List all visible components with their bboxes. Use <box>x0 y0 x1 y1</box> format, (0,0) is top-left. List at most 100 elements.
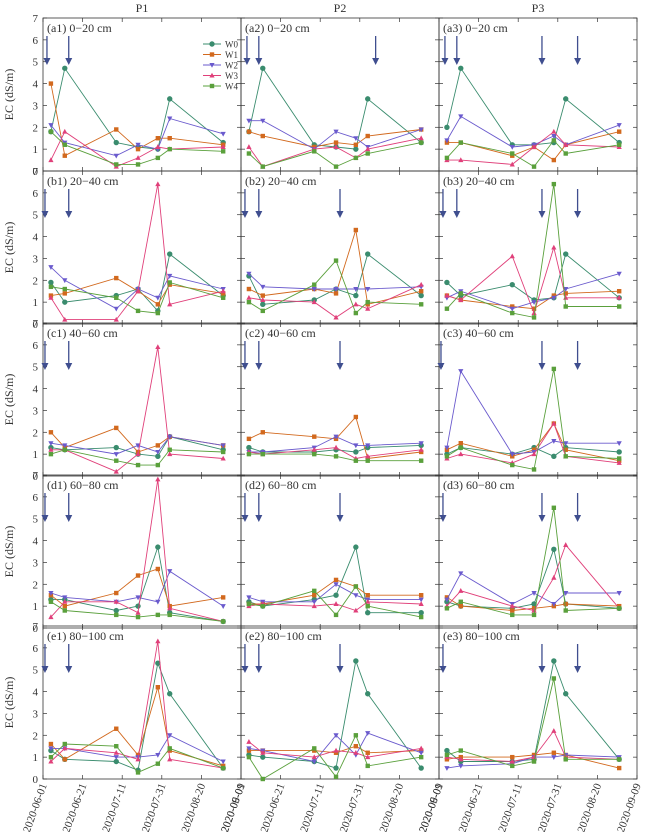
panel-frame <box>438 474 638 629</box>
data-point-w2 <box>353 287 359 292</box>
data-point-w0 <box>62 299 68 305</box>
legend-marker-w2 <box>209 63 215 68</box>
data-point-w3 <box>509 758 515 764</box>
y-tick-label: 5 <box>33 210 39 222</box>
arrow-head <box>336 363 344 370</box>
data-point-w0 <box>551 546 557 553</box>
arrow-head <box>336 666 344 673</box>
data-point-w3 <box>311 603 317 609</box>
arrow-head <box>574 515 582 522</box>
data-point-w4 <box>563 151 568 156</box>
data-point-w4 <box>135 614 141 620</box>
data-point-w4 <box>48 284 54 290</box>
data-point-w2 <box>135 142 141 148</box>
data-point-w4 <box>353 733 359 738</box>
data-point-w1 <box>260 133 265 139</box>
y-tick-label: 7 <box>33 13 39 25</box>
data-point-w3 <box>418 446 424 452</box>
data-point-w3 <box>333 747 339 753</box>
data-point-w4 <box>62 741 67 747</box>
arrow-head <box>241 363 249 370</box>
series-line-w1 <box>50 427 224 453</box>
panel-label: (b2) 20−40 cm <box>245 174 317 188</box>
data-point-w4 <box>246 754 252 760</box>
data-point-w1 <box>48 430 54 435</box>
data-point-w4 <box>167 746 172 751</box>
data-point-w2 <box>113 755 119 760</box>
data-point-w1 <box>510 608 515 613</box>
data-point-w3 <box>135 609 141 615</box>
data-point-w4 <box>458 748 463 753</box>
data-point-w1 <box>418 449 424 455</box>
data-point-w4 <box>48 451 54 457</box>
data-point-w4 <box>135 162 141 167</box>
data-point-w1 <box>551 157 557 163</box>
data-point-w2 <box>616 441 622 447</box>
data-point-w2 <box>509 452 515 457</box>
series-line-w0 <box>50 546 224 622</box>
data-point-w0 <box>365 610 371 616</box>
arrow-head <box>538 211 546 218</box>
data-point-w2 <box>48 746 54 752</box>
data-point-w0 <box>62 65 68 71</box>
data-point-w4 <box>260 164 265 169</box>
data-point-w0 <box>113 758 119 765</box>
data-point-w3 <box>167 451 173 457</box>
data-point-w4 <box>531 315 537 320</box>
data-point-w3 <box>333 601 339 606</box>
data-point-w1 <box>135 573 141 578</box>
data-point-w3 <box>551 128 557 134</box>
data-point-w1 <box>312 434 317 439</box>
data-point-w4 <box>48 754 54 760</box>
column-title-p2: P2 <box>334 1 347 15</box>
y-tick-label: 3 <box>33 100 39 112</box>
data-point-w0 <box>551 658 557 664</box>
data-point-w4 <box>418 754 424 760</box>
arrow-head <box>241 211 249 218</box>
arrow-head <box>453 211 461 218</box>
data-point-w1 <box>155 443 161 448</box>
series-line-w4 <box>446 507 620 616</box>
data-point-w4 <box>353 458 359 463</box>
arrow-head <box>255 58 263 65</box>
arrow-head <box>437 363 445 370</box>
series-line-w4 <box>248 734 422 780</box>
data-point-w0 <box>113 444 119 451</box>
data-point-w4 <box>167 447 172 452</box>
x-tick-label: 2020-06-01 <box>21 782 50 832</box>
data-point-w3 <box>616 460 622 465</box>
data-point-w3 <box>62 128 68 134</box>
arrow-head <box>41 211 49 218</box>
arrow-head <box>41 515 49 522</box>
legend-label-w4: W4 <box>225 82 238 92</box>
arrow-head <box>65 666 73 673</box>
legend-label-w1: W1 <box>225 50 238 60</box>
data-point-w4 <box>444 306 450 311</box>
data-point-w3 <box>220 288 226 294</box>
data-point-w4 <box>312 746 317 751</box>
data-point-w4 <box>114 612 119 618</box>
column-title-p3: P3 <box>532 1 545 15</box>
data-point-w4 <box>458 291 463 296</box>
data-point-w4 <box>616 304 622 309</box>
y-tick-label: 3 <box>33 557 39 569</box>
data-point-w2 <box>167 733 173 739</box>
data-point-w2 <box>220 759 226 765</box>
arrow-head <box>574 363 582 370</box>
data-point-w1 <box>510 304 515 309</box>
data-point-w1 <box>220 595 226 600</box>
series-line-w0 <box>446 67 620 146</box>
y-tick-label: 4 <box>33 687 39 699</box>
data-point-w3 <box>113 749 119 755</box>
data-point-w0 <box>260 301 266 308</box>
data-point-w1 <box>551 750 557 755</box>
data-point-w3 <box>220 455 226 461</box>
panel-frame <box>438 17 638 172</box>
data-point-w1 <box>616 289 622 294</box>
data-point-w3 <box>353 607 359 613</box>
arrow-head <box>255 363 263 370</box>
arrow-head <box>243 58 251 65</box>
y-tick-label: 1 <box>33 144 39 156</box>
data-point-w2 <box>62 278 68 284</box>
